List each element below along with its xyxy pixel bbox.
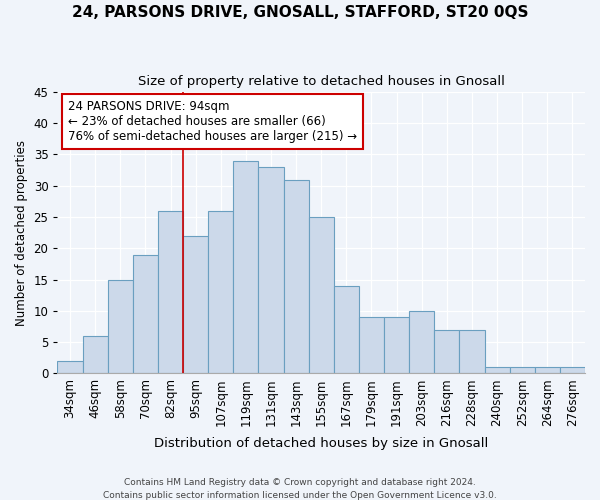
X-axis label: Distribution of detached houses by size in Gnosall: Distribution of detached houses by size … (154, 437, 488, 450)
Bar (434, 330, 460, 374)
Bar (509, 367, 535, 374)
Bar (158, 211, 183, 374)
Bar (460, 330, 485, 374)
Bar (284, 180, 308, 374)
Bar (409, 311, 434, 374)
Bar (58, 361, 83, 374)
Bar (108, 280, 133, 374)
Bar (208, 211, 233, 374)
Bar (359, 317, 384, 374)
Text: 24 PARSONS DRIVE: 94sqm
← 23% of detached houses are smaller (66)
76% of semi-de: 24 PARSONS DRIVE: 94sqm ← 23% of detache… (68, 100, 357, 144)
Y-axis label: Number of detached properties: Number of detached properties (15, 140, 28, 326)
Bar (560, 367, 585, 374)
Bar (485, 367, 509, 374)
Bar (334, 286, 359, 374)
Text: 24, PARSONS DRIVE, GNOSALL, STAFFORD, ST20 0QS: 24, PARSONS DRIVE, GNOSALL, STAFFORD, ST… (72, 5, 528, 20)
Bar (384, 317, 409, 374)
Bar (259, 167, 284, 374)
Bar (535, 367, 560, 374)
Bar (133, 254, 158, 374)
Text: Contains HM Land Registry data © Crown copyright and database right 2024.
Contai: Contains HM Land Registry data © Crown c… (103, 478, 497, 500)
Bar (83, 336, 108, 374)
Bar (308, 217, 334, 374)
Bar (183, 236, 208, 374)
Title: Size of property relative to detached houses in Gnosall: Size of property relative to detached ho… (138, 75, 505, 88)
Bar (233, 160, 259, 374)
